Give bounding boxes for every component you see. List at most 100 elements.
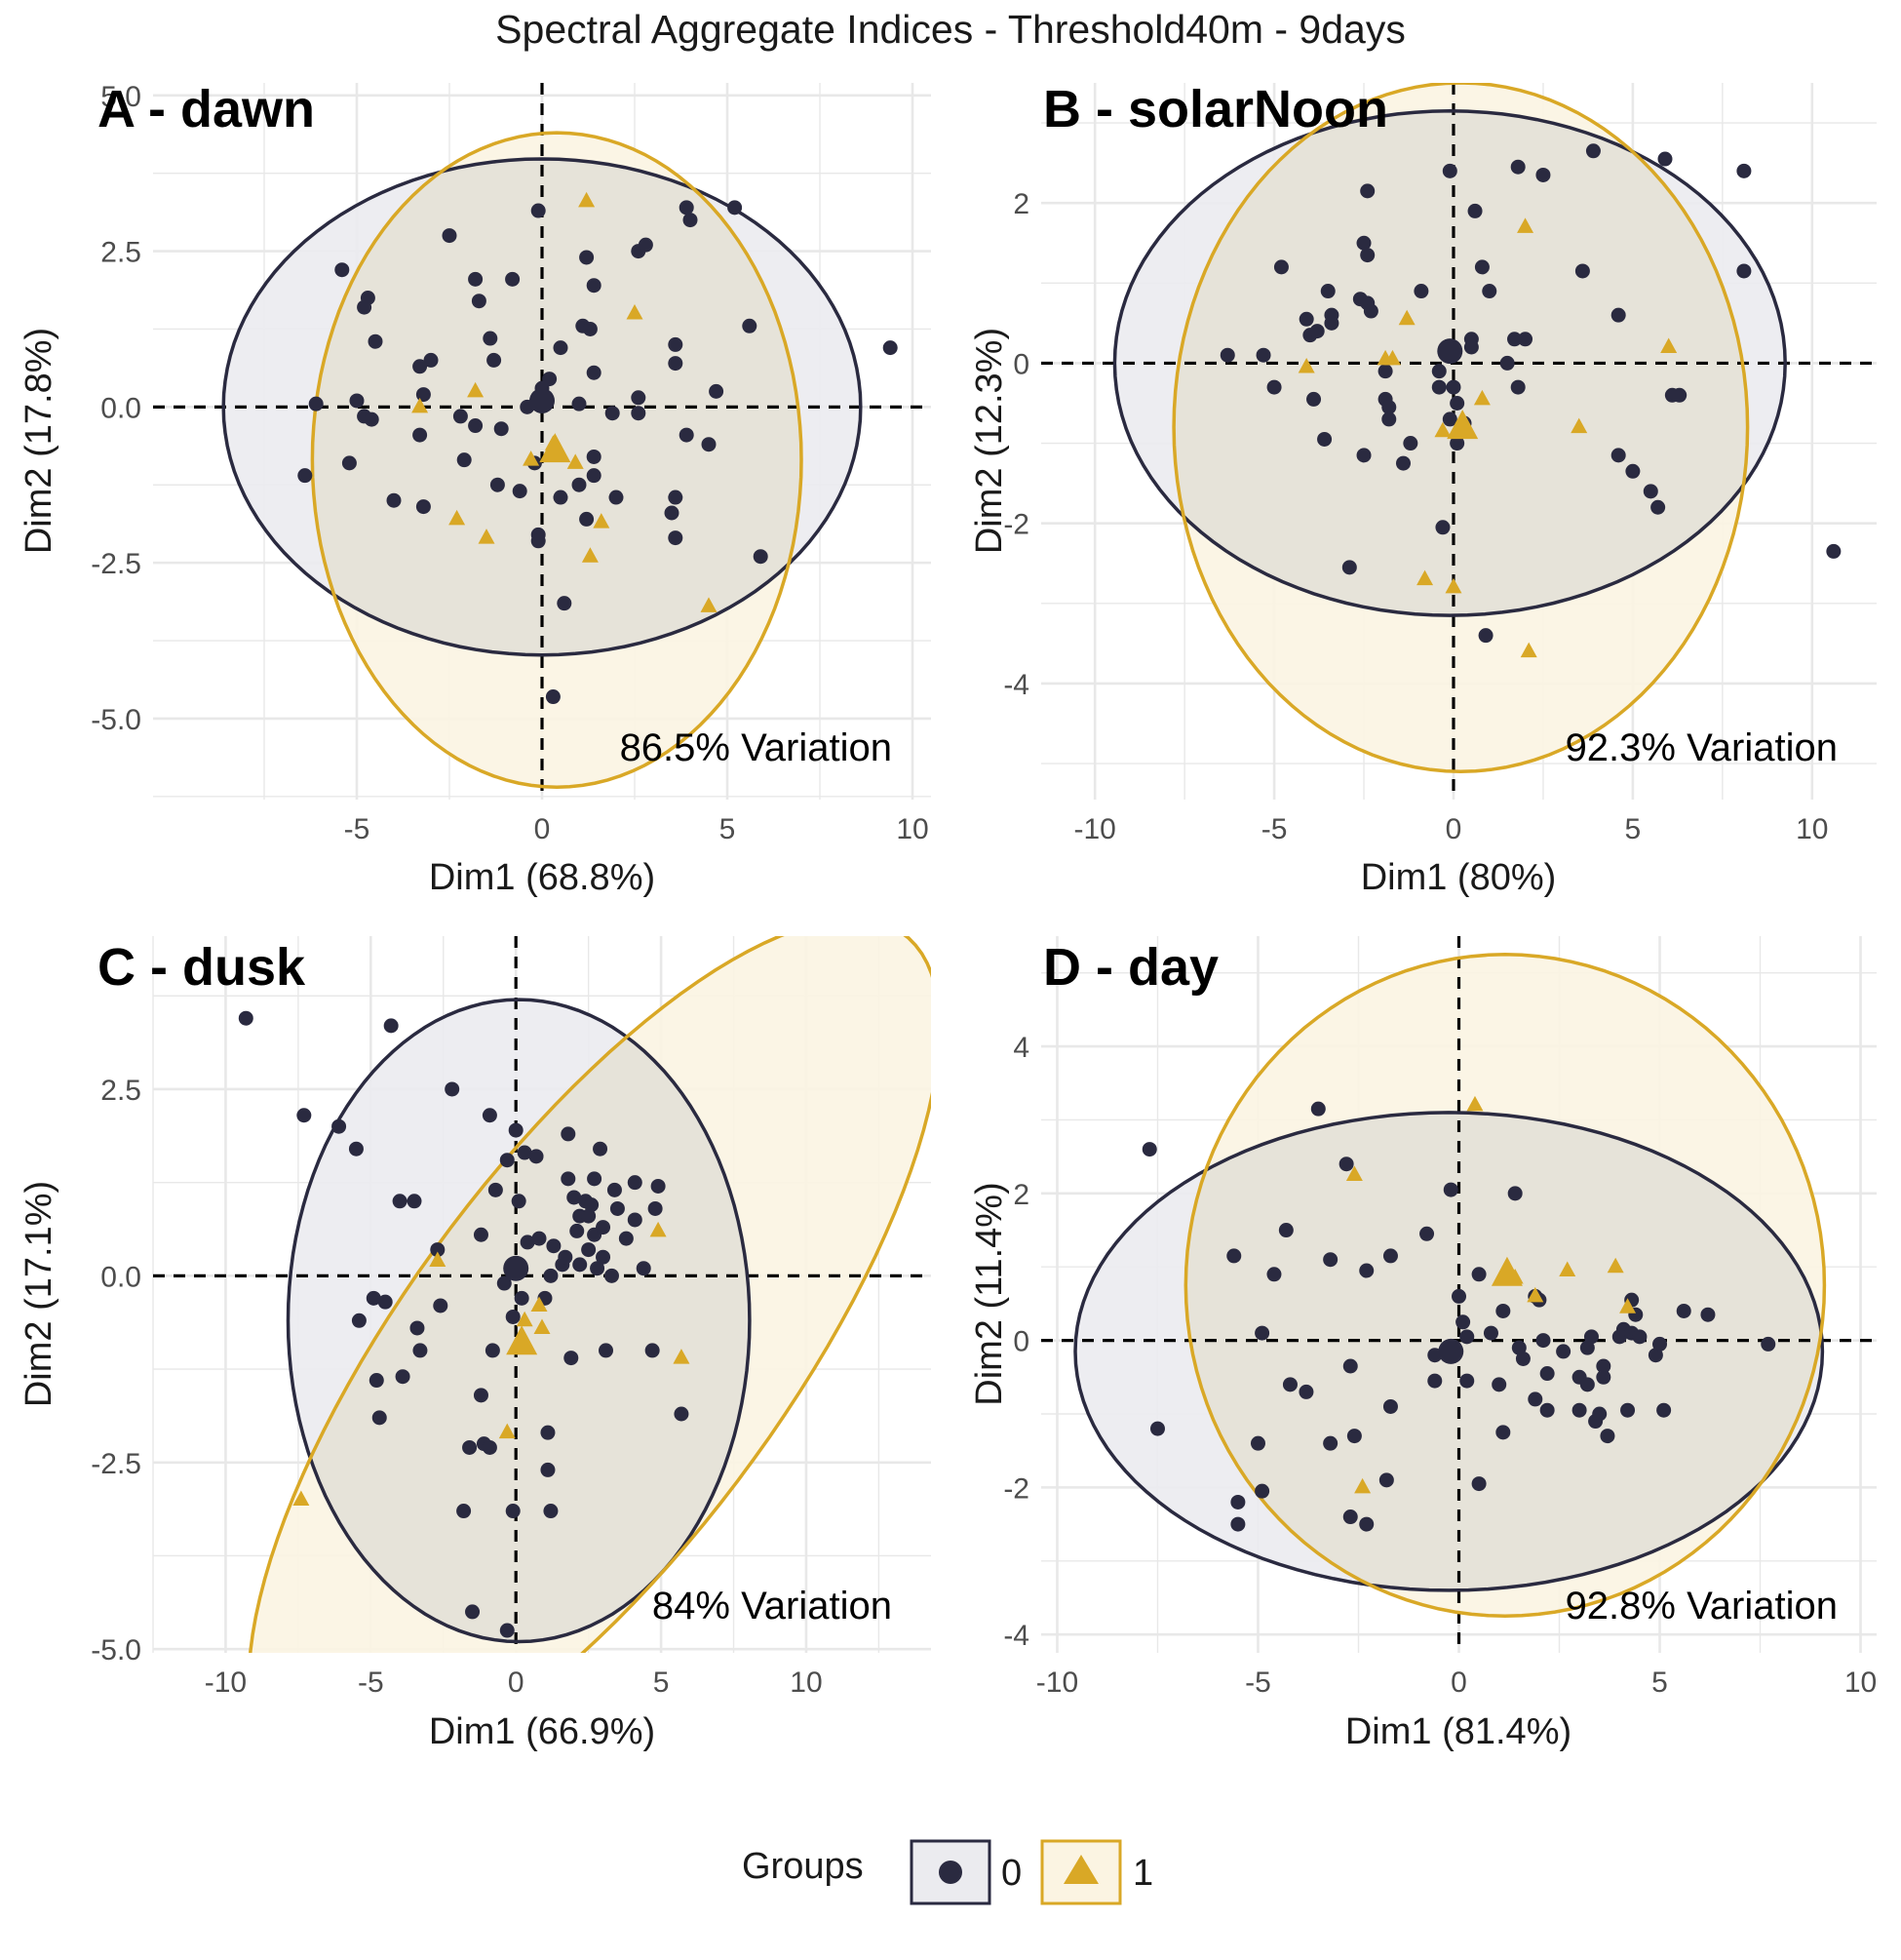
y-tick-label: 0.0 (100, 1261, 141, 1293)
data-point-group-0 (1571, 1402, 1587, 1418)
data-point-group-0 (618, 1231, 634, 1246)
data-point-group-0 (1657, 151, 1673, 167)
data-point-group-0 (360, 291, 375, 305)
data-point-group-0 (1395, 455, 1411, 471)
data-point-group-0 (1467, 203, 1483, 218)
x-tick-label: 0 (1446, 813, 1462, 845)
data-point-group-0 (1431, 364, 1447, 379)
data-point-group-0 (433, 1298, 448, 1313)
data-point-group-0 (452, 409, 468, 424)
data-point-group-0 (572, 1257, 588, 1273)
x-tick-label: -10 (205, 1666, 247, 1699)
data-point-group-0 (1535, 167, 1551, 182)
data-point-group-0 (1419, 1226, 1435, 1241)
data-point-group-0 (1450, 436, 1465, 451)
data-point-group-0 (1255, 1483, 1270, 1499)
data-point-group-0 (1459, 1329, 1475, 1345)
data-point-group-0 (1342, 1358, 1358, 1374)
data-point-group-1 (1619, 1298, 1637, 1313)
data-point-group-0 (1226, 1248, 1242, 1264)
data-point-group-0 (709, 383, 724, 399)
data-point-group-0 (1142, 1142, 1157, 1157)
data-point-group-1 (1445, 577, 1462, 594)
x-tick-label: -10 (1073, 813, 1115, 845)
data-point-group-0 (1320, 284, 1336, 299)
data-point-group-1 (1434, 421, 1452, 438)
data-point-group-0 (1266, 379, 1282, 395)
y-tick-label: -2 (1003, 1472, 1029, 1505)
ellipse-outline-1 (249, 936, 931, 1653)
figure-title: Spectral Aggregate Indices - Threshold40… (495, 7, 1406, 52)
data-point-group-1 (429, 1251, 446, 1268)
data-point-group-0 (587, 1171, 602, 1187)
data-point-group-0 (1700, 1307, 1716, 1322)
data-point-group-0 (442, 228, 457, 244)
ellipse-overlap (288, 1000, 750, 1642)
data-point-group-0 (511, 1194, 526, 1209)
data-point-group-0 (520, 1235, 535, 1250)
data-point-group-0 (383, 1018, 399, 1034)
data-point-group-0 (366, 1290, 381, 1306)
data-point-group-0 (609, 1200, 625, 1216)
data-point-group-0 (512, 484, 527, 499)
data-point-group-0 (1338, 1156, 1354, 1172)
y-tick-label: 2 (1013, 1179, 1029, 1211)
data-point-group-0 (668, 530, 683, 546)
data-point-group-0 (604, 406, 620, 421)
data-point-group-1 (523, 451, 540, 466)
data-point-group-0 (753, 549, 768, 565)
data-point-group-0 (638, 237, 653, 253)
data-point-group-0 (701, 437, 717, 452)
data-point-group-0 (531, 1231, 547, 1246)
data-point-group-0 (542, 372, 558, 387)
data-point-group-0 (1499, 355, 1515, 371)
data-point-group-0 (1495, 1425, 1511, 1440)
data-point-group-0 (1435, 520, 1451, 535)
data-point-group-0 (1363, 303, 1378, 319)
data-point-group-0 (505, 271, 521, 287)
data-point-group-0 (1427, 1373, 1443, 1389)
data-point-group-0 (543, 1504, 559, 1519)
data-point-group-0 (1455, 1314, 1471, 1330)
y-tick-label: -4 (1003, 1620, 1029, 1652)
data-point-group-0 (593, 1141, 608, 1156)
data-point-group-0 (1620, 1402, 1636, 1418)
data-point-group-0 (423, 352, 439, 368)
data-point-group-0 (1442, 163, 1457, 178)
y-tick-label: 0.0 (100, 392, 141, 424)
data-point-group-0 (473, 1388, 488, 1403)
data-point-group-0 (1377, 364, 1393, 379)
y-tick-label: 2.5 (100, 237, 141, 269)
data-point-group-0 (1650, 499, 1666, 515)
data-point-group-0 (581, 1242, 597, 1258)
data-point-group-0 (1507, 332, 1523, 347)
data-point-group-0 (1632, 1329, 1648, 1345)
data-point-group-0 (1278, 1223, 1294, 1238)
data-point-group-0 (499, 1623, 515, 1638)
x-axis-label: Dim1 (66.9%) (429, 1711, 655, 1752)
data-point-group-0 (341, 455, 357, 471)
x-tick-label: -5 (358, 1666, 384, 1699)
data-point-group-0 (1382, 1248, 1398, 1264)
data-point-group-1 (498, 1423, 516, 1439)
data-point-group-0 (561, 1126, 576, 1142)
data-point-group-0 (1450, 395, 1465, 411)
data-point-group-1 (1607, 1257, 1624, 1274)
data-point-group-0 (540, 1462, 556, 1477)
data-point-group-0 (1360, 183, 1376, 199)
data-point-group-0 (493, 421, 509, 437)
data-point-group-1 (478, 529, 495, 544)
data-point-group-0 (561, 1171, 576, 1187)
data-point-group-0 (462, 1439, 478, 1455)
data-point-group-0 (1483, 1325, 1498, 1341)
data-point-group-0 (647, 1200, 663, 1216)
data-point-group-0 (1341, 560, 1357, 575)
data-point-group-0 (1356, 448, 1372, 463)
legend: Groups 0 1 (742, 1839, 1153, 1905)
data-point-group-0 (1478, 628, 1494, 644)
data-point-group-0 (682, 213, 698, 228)
data-point-group-0 (1518, 332, 1533, 347)
data-point-group-0 (528, 1149, 544, 1164)
data-point-group-0 (296, 1108, 312, 1123)
data-point-group-0 (1299, 311, 1314, 327)
